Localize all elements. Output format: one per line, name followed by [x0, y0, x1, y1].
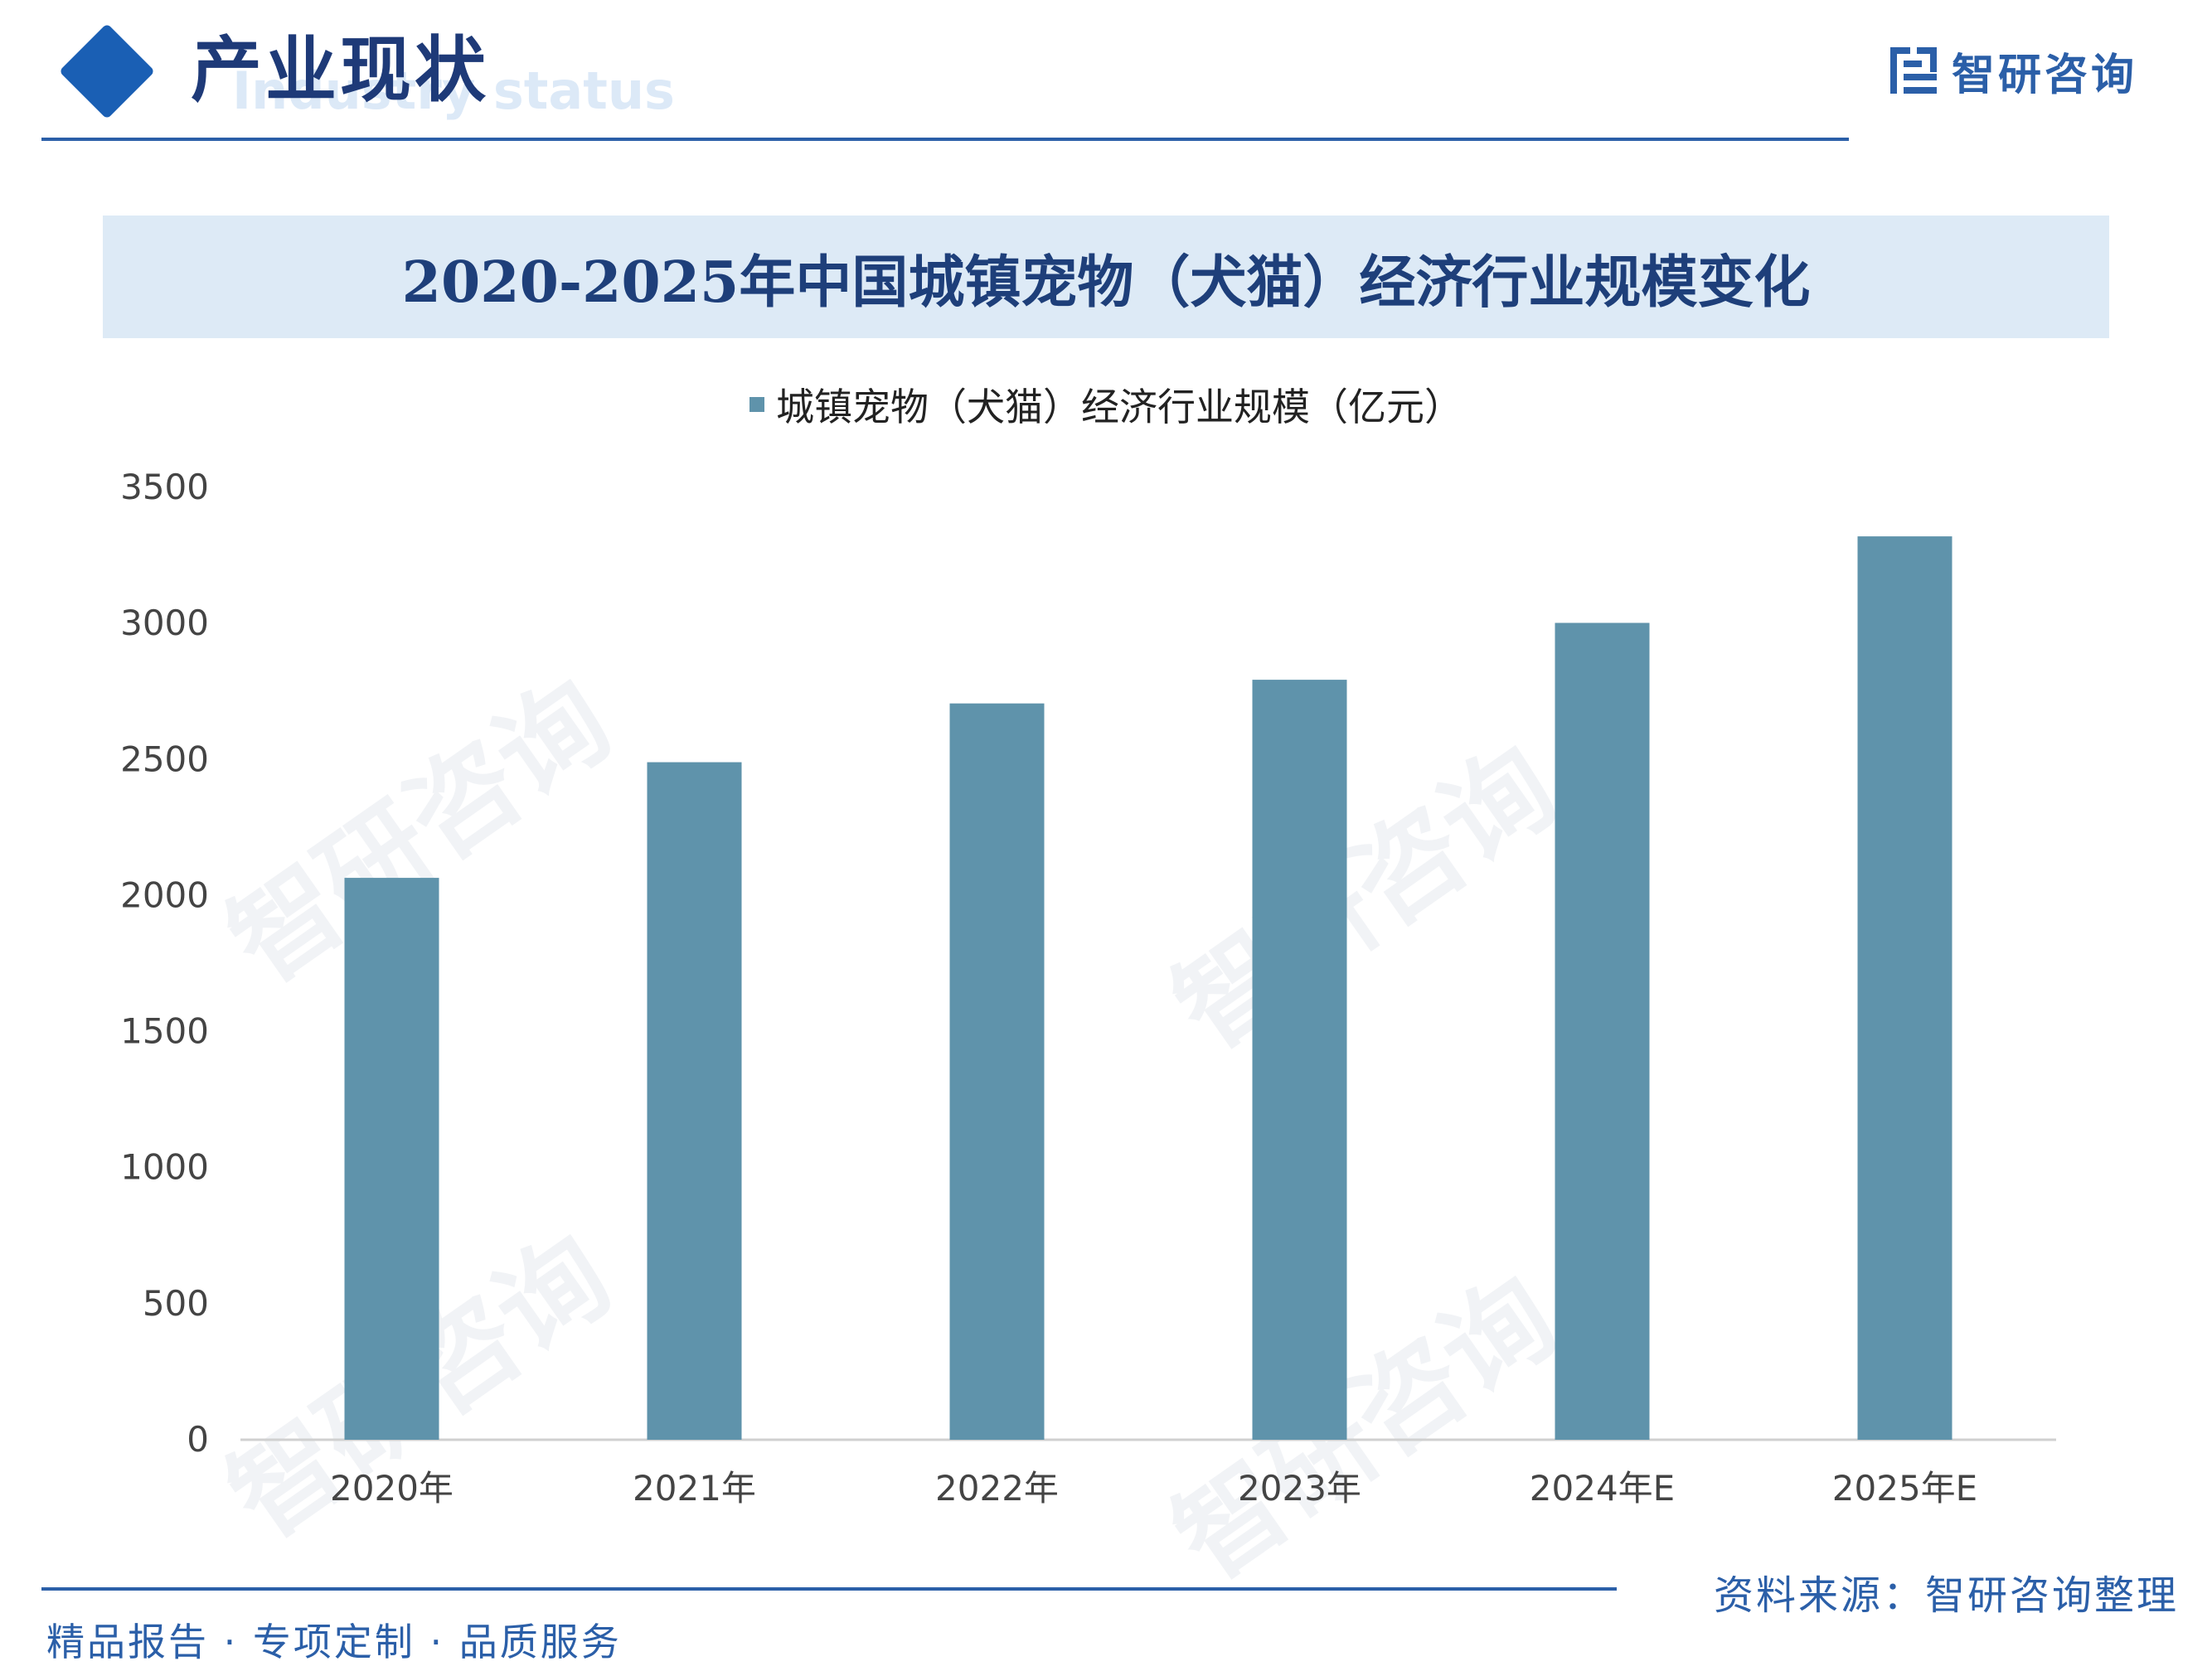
x-tick-label: 2025年E — [1832, 1468, 1977, 1509]
bar — [647, 762, 742, 1440]
x-tick-label: 2023年 — [1238, 1468, 1361, 1509]
bar — [1555, 622, 1650, 1440]
source-note: 资料来源：智研咨询整理 — [1713, 1572, 2179, 1619]
x-tick-label: 2021年 — [633, 1468, 756, 1509]
brand-logo-icon — [1889, 47, 1937, 94]
bar — [949, 703, 1045, 1440]
section-subtitle: Industry status — [232, 61, 675, 121]
x-tick-label: 2024年E — [1530, 1468, 1675, 1509]
footer-tagline: 精品报告 · 专项定制 · 品质服务 — [46, 1620, 622, 1664]
y-tick-label: 1000 — [120, 1147, 209, 1188]
y-tick-label: 3000 — [120, 603, 209, 643]
brand: 智研咨询 — [1887, 37, 2137, 104]
bar — [1857, 536, 1952, 1440]
header-divider — [41, 138, 1849, 141]
bar — [1252, 680, 1347, 1440]
footer-divider — [41, 1587, 1617, 1591]
x-tick-label: 2020年 — [330, 1468, 454, 1509]
section-title: 产业现状 — [191, 29, 489, 112]
chart-legend: 城镇宠物（犬猫）经济行业规模（亿元） — [0, 377, 2212, 432]
y-tick-label: 500 — [143, 1283, 209, 1324]
chart-title-band: 2020-2025年中国城镇宠物（犬猫）经济行业规模变化 — [103, 216, 2109, 338]
x-tick-label: 2022年 — [935, 1468, 1059, 1509]
y-tick-label: 1500 — [120, 1011, 209, 1052]
legend-swatch — [749, 397, 764, 412]
legend-label: 城镇宠物（犬猫）经济行业规模（亿元） — [776, 385, 1463, 429]
y-tick-label: 3500 — [120, 467, 209, 507]
y-tick-label: 2500 — [120, 739, 209, 779]
y-tick-label: 2000 — [120, 874, 209, 915]
y-tick-label: 0 — [187, 1419, 209, 1460]
bar — [344, 878, 439, 1440]
brand-name: 智研咨询 — [1951, 50, 2137, 100]
chart-title: 2020-2025年中国城镇宠物（犬猫）经济行业规模变化 — [401, 249, 1811, 316]
header: Industry status 产业现状 智研咨询 — [0, 0, 2212, 149]
